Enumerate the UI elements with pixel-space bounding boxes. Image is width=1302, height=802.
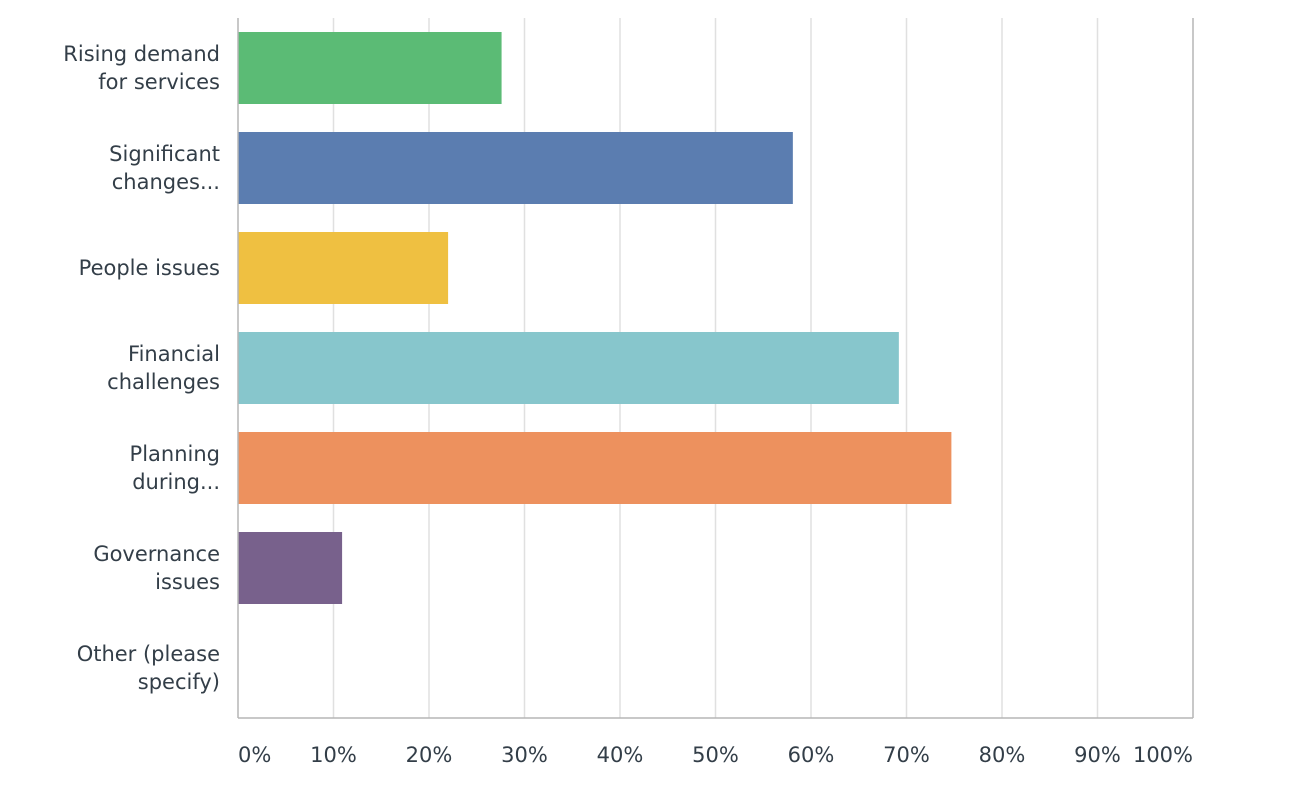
x-tick-label: 60% [788,743,835,767]
category-label: Rising demand [63,42,220,66]
x-tick-label: 40% [597,743,644,767]
category-labels: Rising demand for services Significant chan… [63,42,220,694]
category-label: for services [98,70,220,94]
bar [238,332,899,404]
x-tick-label: 0% [238,743,271,767]
bars [238,32,952,604]
category-label: specify) [138,670,220,694]
bar [238,32,502,104]
axes [237,18,1193,719]
x-tick-label: 20% [406,743,453,767]
x-tick-label: 10% [310,743,357,767]
category-label: Financial [128,342,220,366]
x-tick-label: 80% [979,743,1026,767]
category-label: changes... [112,170,220,194]
bar [238,532,343,604]
category-label: Planning [130,442,220,466]
x-tick-label: 70% [883,743,930,767]
category-label: Significant [109,142,220,166]
category-label: Other (please [77,642,220,666]
x-tick-label: 50% [692,743,739,767]
x-tick-label: 100% [1133,743,1193,767]
category-label: challenges [107,370,220,394]
bar [238,132,793,204]
x-tick-labels: 0% 10% 20% 30% 40% 50% 60% 70% 80% 90% 100% [238,743,1193,767]
x-tick-label: 30% [501,743,548,767]
x-tick-label: 90% [1074,743,1121,767]
category-label: People issues [79,256,220,280]
category-label: issues [155,570,220,594]
category-label: during... [132,470,220,494]
category-label: Governance [93,542,220,566]
bar [238,232,449,304]
bar [238,432,952,504]
